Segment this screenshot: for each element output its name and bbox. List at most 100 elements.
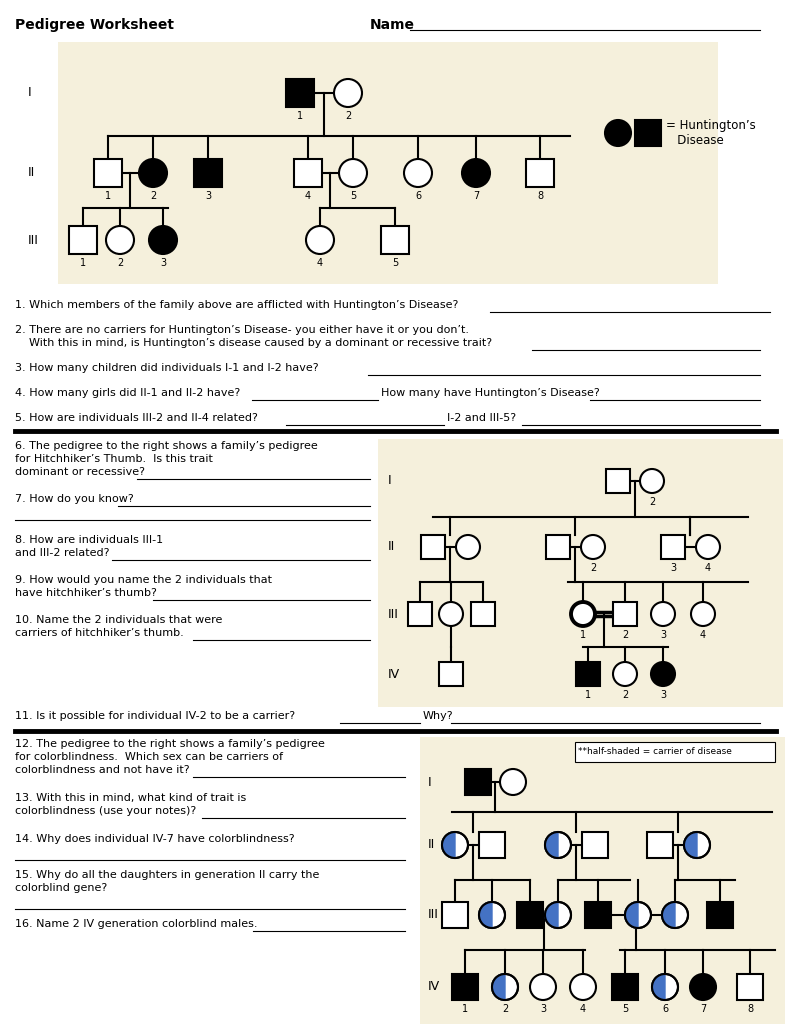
Circle shape (570, 974, 596, 1000)
Circle shape (339, 159, 367, 187)
Text: 9. How would you name the 2 individuals that: 9. How would you name the 2 individuals … (15, 575, 272, 585)
Text: 4: 4 (317, 258, 323, 268)
Circle shape (684, 831, 710, 858)
Text: 11. Is it possible for individual IV-2 to be a carrier?: 11. Is it possible for individual IV-2 t… (15, 711, 295, 721)
Text: for colorblindness.  Which sex can be carriers of: for colorblindness. Which sex can be car… (15, 752, 283, 762)
Bar (613, 602, 637, 626)
Text: 2: 2 (622, 690, 628, 700)
Bar (194, 159, 222, 187)
Bar (479, 831, 505, 858)
Bar (612, 974, 638, 1000)
Text: IV: IV (388, 668, 400, 681)
Text: 1: 1 (462, 1004, 468, 1014)
Text: 3: 3 (540, 1004, 546, 1014)
Bar (294, 159, 322, 187)
Circle shape (500, 769, 526, 795)
Text: 1: 1 (105, 191, 111, 201)
Text: 2: 2 (345, 111, 351, 121)
Circle shape (442, 831, 468, 858)
Text: II: II (28, 167, 36, 179)
Text: colorblind gene?: colorblind gene? (15, 883, 108, 893)
Text: I: I (388, 474, 392, 487)
Bar (517, 902, 543, 928)
Text: I: I (428, 775, 432, 788)
Circle shape (106, 226, 134, 254)
Circle shape (334, 79, 362, 106)
Circle shape (640, 469, 664, 493)
Polygon shape (684, 831, 697, 858)
Polygon shape (545, 902, 558, 928)
Text: = Huntington’s
   Disease: = Huntington’s Disease (666, 119, 755, 147)
Circle shape (651, 602, 675, 626)
Text: 2: 2 (117, 258, 123, 268)
Text: 3: 3 (160, 258, 166, 268)
Text: 3: 3 (660, 630, 666, 640)
Circle shape (690, 974, 716, 1000)
Circle shape (571, 602, 595, 626)
Bar (606, 469, 630, 493)
Circle shape (545, 831, 571, 858)
Bar (661, 535, 685, 559)
Text: 13. With this in mind, what kind of trait is: 13. With this in mind, what kind of trai… (15, 793, 246, 803)
Circle shape (149, 226, 177, 254)
Circle shape (456, 535, 480, 559)
Bar (58, 42, 718, 284)
Circle shape (139, 159, 167, 187)
Circle shape (492, 974, 518, 1000)
Text: 3. How many children did individuals I-1 and I-2 have?: 3. How many children did individuals I-1… (15, 362, 319, 373)
Circle shape (696, 535, 720, 559)
Text: 5: 5 (392, 258, 398, 268)
Text: 2: 2 (590, 563, 596, 573)
Text: 12. The pedigree to the right shows a family’s pedigree: 12. The pedigree to the right shows a fa… (15, 739, 325, 749)
Bar (452, 974, 478, 1000)
Circle shape (605, 120, 631, 146)
Text: 6: 6 (415, 191, 421, 201)
Bar (585, 902, 611, 928)
Text: 7: 7 (700, 1004, 706, 1014)
Bar (576, 662, 600, 686)
Bar (439, 662, 463, 686)
Text: II: II (388, 541, 396, 554)
Text: 6: 6 (662, 1004, 668, 1014)
Text: I: I (28, 86, 32, 99)
Text: colorblindness (use your notes)?: colorblindness (use your notes)? (15, 806, 196, 816)
Text: 16. Name 2 IV generation colorblind males.: 16. Name 2 IV generation colorblind male… (15, 919, 258, 929)
Circle shape (581, 535, 605, 559)
Text: dominant or recessive?: dominant or recessive? (15, 467, 145, 477)
Text: 1. Which members of the family above are afflicted with Huntington’s Disease?: 1. Which members of the family above are… (15, 300, 458, 310)
Circle shape (306, 226, 334, 254)
Circle shape (613, 662, 637, 686)
Text: 4: 4 (705, 563, 711, 573)
Text: 5. How are individuals III-2 and II-4 related?: 5. How are individuals III-2 and II-4 re… (15, 413, 258, 423)
Text: 4: 4 (700, 630, 706, 640)
Text: 1: 1 (580, 630, 586, 640)
Text: 7: 7 (473, 191, 479, 201)
Bar (737, 974, 763, 1000)
Text: IV: IV (428, 981, 440, 993)
Text: III: III (428, 908, 439, 922)
Bar (582, 831, 608, 858)
Polygon shape (492, 974, 505, 1000)
Text: 8: 8 (747, 1004, 753, 1014)
Bar (420, 737, 785, 1024)
Bar (286, 79, 314, 106)
Text: 2. There are no carriers for Huntington’s Disease- you either have it or you don: 2. There are no carriers for Huntington’… (15, 325, 469, 335)
Text: 5: 5 (622, 1004, 628, 1014)
Polygon shape (662, 902, 675, 928)
Text: II: II (428, 839, 435, 852)
Text: 4: 4 (305, 191, 311, 201)
Text: 1: 1 (585, 690, 591, 700)
Text: 3: 3 (205, 191, 211, 201)
Text: **half-shaded = carrier of disease: **half-shaded = carrier of disease (578, 748, 732, 757)
Text: With this in mind, is Huntington’s disease caused by a dominant or recessive tra: With this in mind, is Huntington’s disea… (15, 338, 492, 348)
Bar (381, 226, 409, 254)
Bar (421, 535, 445, 559)
Bar (635, 120, 661, 146)
Text: 8. How are individuals III-1: 8. How are individuals III-1 (15, 535, 163, 545)
Text: 6. The pedigree to the right shows a family’s pedigree: 6. The pedigree to the right shows a fam… (15, 441, 318, 451)
Text: 5: 5 (350, 191, 356, 201)
Circle shape (439, 602, 463, 626)
Text: I-2 and III-5?: I-2 and III-5? (447, 413, 516, 423)
Polygon shape (442, 831, 455, 858)
Text: 8: 8 (537, 191, 543, 201)
